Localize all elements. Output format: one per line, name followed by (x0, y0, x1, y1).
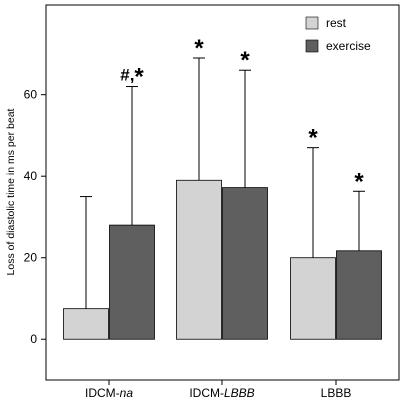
y-tick-label: 0 (30, 332, 37, 346)
x-axis: IDCM-na IDCM-LBBB LBBB (85, 380, 351, 400)
legend-swatch-exercise (305, 39, 319, 53)
x-tick-label: LBBB (321, 386, 352, 400)
significance-label: * (194, 35, 204, 62)
bar-exercise (109, 224, 155, 340)
x-tick-label: IDCM-LBBB (189, 386, 254, 400)
significance-label: #,* (120, 64, 144, 91)
y-axis: 0 20 40 60 (24, 88, 46, 346)
bar-rest (176, 179, 222, 340)
legend: rest exercise (305, 16, 371, 53)
legend-label-exercise: exercise (326, 39, 371, 53)
bar-exercise (336, 250, 382, 340)
significance-label: * (240, 47, 250, 74)
bars: #,* * * * * (63, 35, 382, 340)
x-tick-label: IDCM-na (85, 386, 133, 400)
y-axis-title: Loss of diastolic time in ms per beat (5, 108, 17, 275)
bar-rest (63, 308, 109, 340)
legend-label-rest: rest (326, 16, 347, 30)
significance-label: * (354, 168, 364, 195)
bar-rest (290, 257, 336, 340)
y-tick-label: 60 (24, 88, 38, 102)
y-tick-label: 40 (24, 169, 38, 183)
legend-swatch-rest (305, 16, 319, 30)
significance-label: * (308, 125, 318, 152)
bar-exercise (222, 187, 268, 340)
y-tick-label: 20 (24, 251, 38, 265)
